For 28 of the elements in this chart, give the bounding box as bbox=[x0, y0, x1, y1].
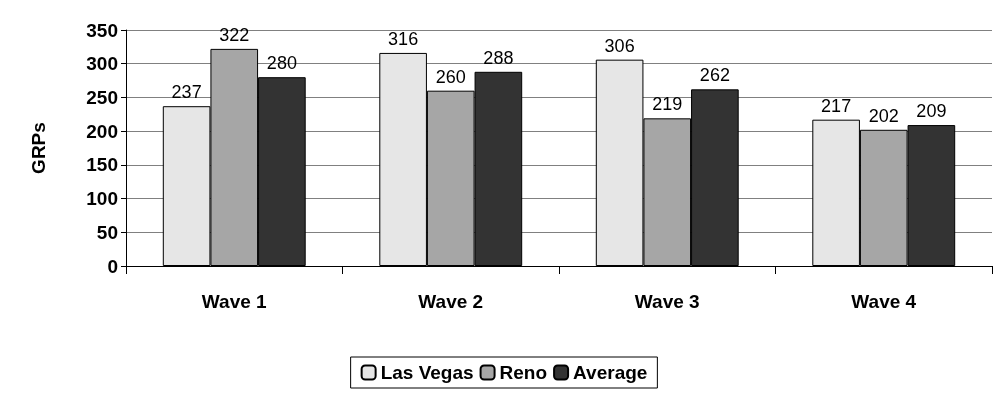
y-tick-label: 150 bbox=[86, 154, 118, 176]
data-label: 316 bbox=[388, 28, 419, 49]
legend-label: Reno bbox=[499, 362, 548, 383]
data-label: 219 bbox=[652, 94, 683, 115]
data-label: 237 bbox=[171, 82, 202, 103]
y-tick-label: 50 bbox=[96, 221, 118, 243]
x-tick-label: Wave 2 bbox=[418, 291, 484, 312]
y-tick-label: 100 bbox=[86, 188, 118, 210]
data-label: 262 bbox=[699, 65, 730, 86]
data-label: 306 bbox=[604, 35, 635, 56]
data-label: 209 bbox=[916, 101, 947, 122]
data-label: 280 bbox=[266, 53, 297, 74]
y-tick-label: 250 bbox=[86, 86, 118, 108]
data-label: 260 bbox=[435, 66, 466, 87]
y-tick-label: 350 bbox=[86, 19, 118, 41]
x-tick-label: Wave 3 bbox=[634, 291, 700, 312]
legend-label: Las Vegas bbox=[380, 362, 474, 383]
y-axis-title: GRPs bbox=[28, 122, 49, 174]
x-tick-label: Wave 1 bbox=[201, 291, 268, 312]
data-label: 202 bbox=[868, 105, 899, 126]
data-label: 288 bbox=[483, 47, 514, 68]
data-label: 217 bbox=[821, 95, 852, 116]
data-label: 322 bbox=[219, 24, 250, 45]
legend-label: Average bbox=[573, 362, 648, 383]
y-tick-label: 300 bbox=[86, 53, 118, 75]
y-tick-label: 200 bbox=[86, 120, 118, 142]
y-tick-label: 0 bbox=[107, 255, 118, 277]
x-tick-label: Wave 4 bbox=[851, 291, 917, 312]
